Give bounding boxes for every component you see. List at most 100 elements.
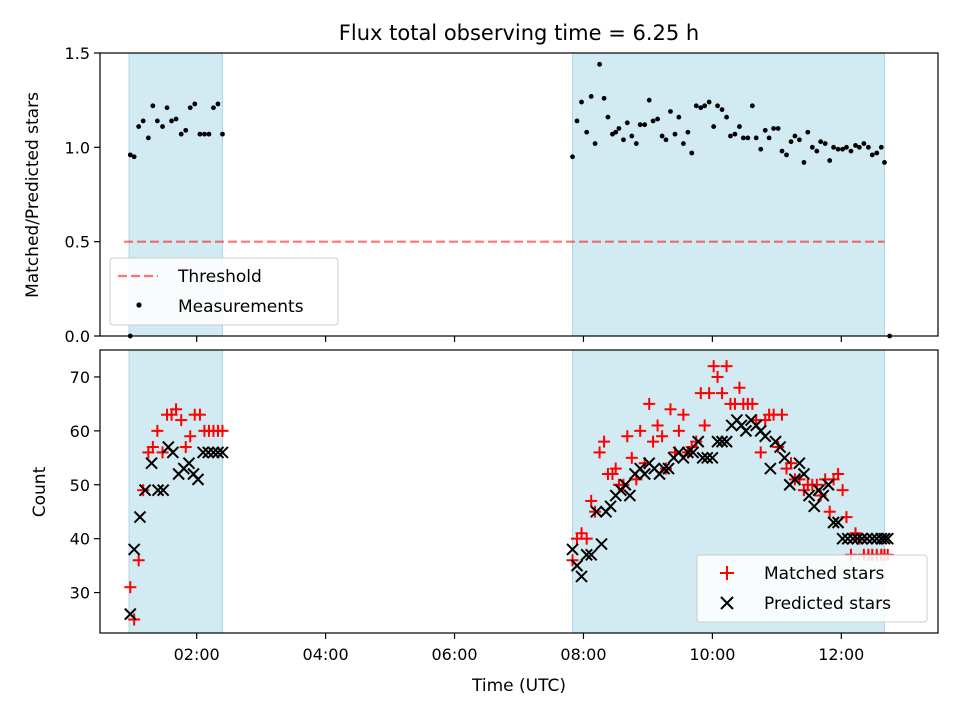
predicted-star-point <box>793 456 806 470</box>
measurement-point <box>215 101 221 107</box>
predicted-star-point <box>575 570 588 583</box>
matched-star-point <box>621 430 634 443</box>
measurement-point <box>211 105 216 111</box>
predicted-star-point <box>681 446 695 459</box>
matched-star-point <box>698 419 711 432</box>
measurement-point <box>715 103 720 109</box>
predicted-star-point <box>570 559 584 572</box>
measurement-point <box>732 131 738 137</box>
matched-star-point <box>707 360 720 373</box>
matched-star-point <box>643 397 656 410</box>
measurement-point <box>650 118 656 124</box>
measurement-point <box>740 135 746 141</box>
top-y-tick-label: 1.0 <box>65 138 90 157</box>
measurement-point <box>584 129 590 135</box>
predicted-star-point <box>638 467 651 481</box>
measurement-point <box>831 144 836 150</box>
predicted-star-point <box>759 430 772 443</box>
predicted-star-point <box>623 489 637 502</box>
measurement-point <box>659 133 665 139</box>
predicted-star-point <box>145 456 158 470</box>
measurement-point <box>749 103 755 109</box>
matched-star-point <box>733 381 746 394</box>
measurement-point <box>737 124 742 129</box>
measurement-point <box>853 143 858 148</box>
bottom-observing-span-1 <box>128 349 223 634</box>
measurement-point <box>779 148 785 154</box>
panel-ratio: 0.0 0.5 1.0 1.5 Matched/Predicted stars Thr… <box>23 44 939 346</box>
measurement-point <box>805 129 811 135</box>
measurement-point <box>827 158 833 163</box>
matched-star-point <box>175 414 188 427</box>
matched-star-point <box>664 403 677 416</box>
bottom-y-tick-label: 30 <box>70 584 90 603</box>
top-y-tick-label: 0.0 <box>65 327 90 346</box>
predicted-star-point <box>686 446 700 459</box>
measurement-point <box>127 152 133 158</box>
predicted-star-point <box>595 537 608 551</box>
predicted-star-point <box>584 548 598 562</box>
bottom-axes-frame <box>99 349 939 634</box>
matched-star-point <box>836 484 849 497</box>
matched-star-point <box>585 494 598 507</box>
predicted-star-point <box>196 446 210 459</box>
measurement-point <box>183 127 189 133</box>
predicted-star-point <box>711 435 724 448</box>
matched-star-point <box>711 370 724 383</box>
bottom-x-tick-label: 02:00 <box>174 645 220 664</box>
measurement-point <box>814 148 820 154</box>
measurement-point <box>753 135 759 141</box>
predicted-star-point <box>855 532 869 545</box>
legend-matched-swatch <box>720 566 734 580</box>
predicted-star-point <box>778 451 791 465</box>
predicted-star-point <box>657 462 671 475</box>
measurement-point <box>173 116 179 122</box>
measurement-point <box>672 131 678 137</box>
measurement-point <box>646 97 652 103</box>
predicted-star-point <box>831 516 845 529</box>
matched-star-point <box>634 424 647 437</box>
measurement-point <box>131 154 137 160</box>
x-axis-label: Time (UTC) <box>471 676 566 696</box>
predicted-stars-points <box>124 413 894 621</box>
top-axes-frame <box>99 52 939 337</box>
matched-star-point <box>151 424 164 437</box>
measurement-point <box>150 103 156 109</box>
predicted-star-point <box>566 543 579 556</box>
top-x-ticks <box>196 336 842 342</box>
matched-star-point <box>656 430 669 443</box>
measurement-point <box>592 141 598 146</box>
predicted-star-point <box>827 516 840 529</box>
measurement-point <box>822 141 828 146</box>
matched-star-point <box>677 408 690 421</box>
legend-measurements-label: Measurements <box>178 297 304 317</box>
measurement-point <box>771 126 777 131</box>
bottom-x-tick-label: 06:00 <box>431 645 477 664</box>
measurement-point <box>698 105 704 111</box>
matched-star-point <box>593 446 606 459</box>
measurement-point <box>869 152 875 158</box>
bottom-y-ticks: 30 40 50 60 70 <box>70 368 100 603</box>
measurement-point <box>655 116 660 122</box>
bottom-y-tick-label: 70 <box>70 368 90 387</box>
measurement-point <box>882 160 887 165</box>
measurement-point <box>801 160 807 165</box>
predicted-star-point <box>590 505 603 518</box>
legend-predicted-swatch <box>720 596 734 610</box>
measurement-point <box>792 133 798 139</box>
matched-star-point <box>137 484 150 497</box>
measurement-point <box>676 114 682 120</box>
legend-threshold-label: Threshold <box>177 267 262 287</box>
matched-star-point <box>128 613 141 626</box>
matched-star-point <box>776 408 789 421</box>
measurement-point <box>588 93 594 99</box>
legend-measurements-swatch <box>136 302 142 308</box>
predicted-star-point <box>846 532 860 545</box>
top-y-tick-label: 0.5 <box>65 233 90 252</box>
measurement-point <box>579 99 584 105</box>
measurement-point <box>197 131 203 137</box>
predicted-star-point <box>720 435 733 448</box>
matched-star-point <box>672 424 685 437</box>
predicted-star-point <box>156 483 170 497</box>
top-legend: Threshold Measurements <box>109 257 339 326</box>
